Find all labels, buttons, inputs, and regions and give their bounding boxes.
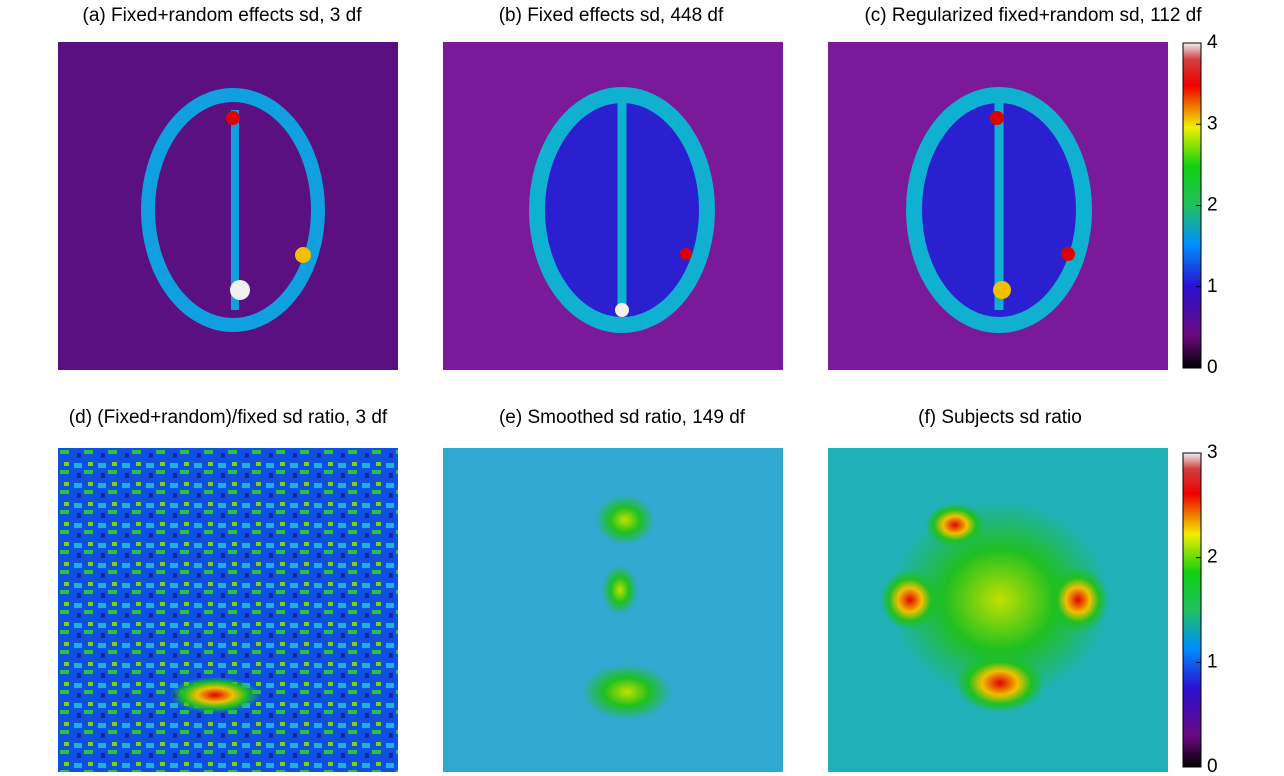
colorbar-tick-label: 0 [1207,357,1218,378]
panel-title: (e) Smoothed sd ratio, 149 df [499,407,746,428]
colorbar-tick-label: 4 [1207,32,1218,53]
image-f [828,448,1168,772]
image-a [58,42,398,370]
colorbar-tick-label: 3 [1207,442,1218,463]
panel-title: (c) Regularized fixed+random sd, 112 df [864,5,1202,26]
image-c [828,42,1168,370]
colorbar-tick-label: 1 [1207,651,1218,672]
colorbar-tick-label: 2 [1207,547,1218,568]
image-d [58,448,398,772]
image-b [443,42,783,370]
panel-title: (b) Fixed effects sd, 448 df [499,5,724,26]
colorbar-tick-label: 2 [1207,195,1218,216]
panel-title: (a) Fixed+random effects sd, 3 df [83,5,363,26]
colorbar-tick-label: 3 [1207,113,1218,134]
colorbar-tick-label: 1 [1207,276,1218,297]
colorbar [1183,453,1201,767]
image-e [443,448,783,772]
colorbar-tick-label: 0 [1207,756,1218,776]
panel-title: (d) (Fixed+random)/fixed sd ratio, 3 df [69,407,388,428]
figure: (a) Fixed+random effects sd, 3 df (b) Fix… [0,0,1284,776]
panel-title: (f) Subjects sd ratio [918,407,1082,428]
